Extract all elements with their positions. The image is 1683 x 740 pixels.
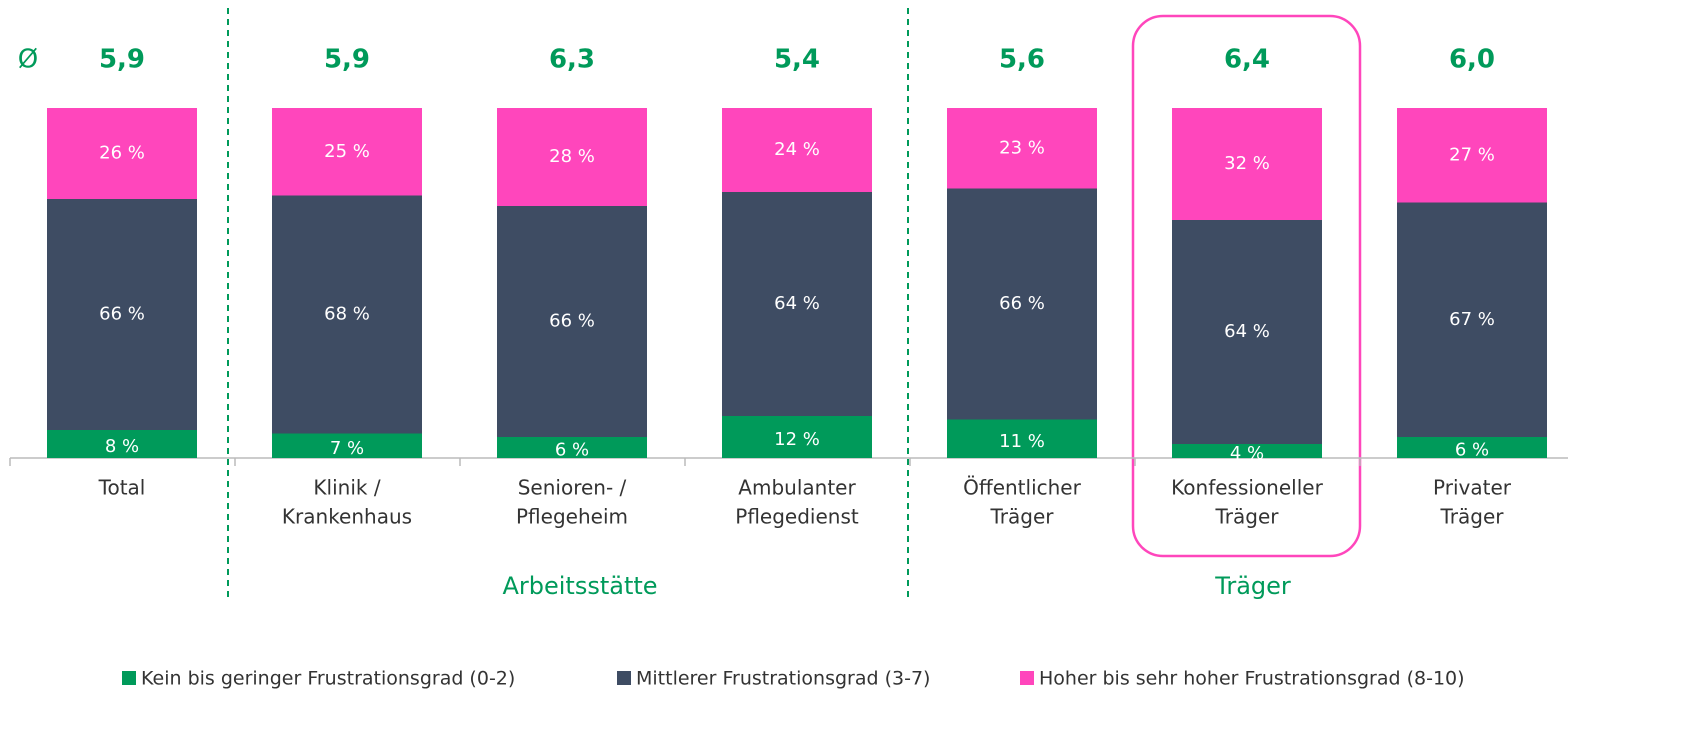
legend-label: Mittlerer Frustrationsgrad (3-7) <box>636 668 930 690</box>
average-label: 6,3 <box>549 45 595 75</box>
bar-segment <box>1172 220 1322 444</box>
bar-segment <box>47 430 197 458</box>
value-label: 8 % <box>105 436 139 457</box>
legend-swatch <box>617 671 631 685</box>
bar-segment <box>272 433 422 458</box>
value-label: 24 % <box>774 139 820 160</box>
value-label: 64 % <box>1224 321 1270 342</box>
x-tick-label: Krankenhaus <box>282 505 412 529</box>
x-tick-label: Träger <box>1215 505 1280 529</box>
bar-segment <box>947 419 1097 458</box>
x-tick-label: Pflegeheim <box>516 505 628 529</box>
bar-segment <box>1397 108 1547 203</box>
value-label: 27 % <box>1449 144 1495 165</box>
bar-segment <box>722 108 872 192</box>
value-label: 68 % <box>324 304 370 325</box>
value-label: 26 % <box>99 143 145 164</box>
value-label: 67 % <box>1449 309 1495 330</box>
value-label: 28 % <box>549 146 595 167</box>
x-tick-label: Klinik / <box>313 476 380 500</box>
highlight-box <box>1131 14 1362 558</box>
bar-segment <box>272 108 422 196</box>
average-symbol: Ø <box>18 45 38 75</box>
x-tick-label: Ambulanter <box>738 476 856 500</box>
x-tick-label: Total <box>98 476 146 500</box>
legend-swatch <box>1020 671 1034 685</box>
legend-swatch <box>122 671 136 685</box>
x-tick-label: Träger <box>990 505 1055 529</box>
value-label: 6 % <box>1455 440 1489 461</box>
bar-segment <box>272 195 422 434</box>
bar-segment <box>497 206 647 437</box>
x-tick-label: Konfessioneller <box>1171 476 1323 500</box>
bar-segment <box>47 108 197 199</box>
value-label: 32 % <box>1224 153 1270 174</box>
bar-segment <box>1172 444 1322 458</box>
bar-segment <box>947 108 1097 189</box>
bar-segment <box>1397 437 1547 458</box>
value-label: 11 % <box>999 431 1045 452</box>
value-label: 6 % <box>555 440 589 461</box>
value-label: 7 % <box>330 438 364 459</box>
x-tick-label: Pflegedienst <box>735 505 859 529</box>
bar-segment <box>497 108 647 206</box>
bar-segment <box>497 437 647 458</box>
legend-label: Hoher bis sehr hoher Frustrationsgrad (8… <box>1039 668 1465 690</box>
average-label: 5,9 <box>324 45 370 75</box>
value-label: 4 % <box>1230 443 1264 464</box>
value-label: 64 % <box>774 293 820 314</box>
value-label: 66 % <box>549 311 595 332</box>
bar-segment <box>722 416 872 458</box>
value-label: 23 % <box>999 137 1045 158</box>
average-label: 5,4 <box>774 45 820 75</box>
x-tick-label: Öffentlicher <box>963 476 1081 500</box>
group-label: Träger <box>1214 572 1291 600</box>
value-label: 66 % <box>99 304 145 325</box>
group-label: Arbeitsstätte <box>502 572 657 600</box>
x-tick-label: Senioren- / <box>518 476 627 500</box>
bar-segment <box>1397 202 1547 437</box>
value-label: 66 % <box>999 293 1045 314</box>
bar-segment <box>1172 108 1322 220</box>
average-label: 6,4 <box>1224 45 1270 75</box>
bar-segment <box>722 192 872 416</box>
value-label: 12 % <box>774 429 820 450</box>
average-label: 5,6 <box>999 45 1045 75</box>
value-label: 25 % <box>324 141 370 162</box>
bar-segment <box>47 199 197 430</box>
legend-label: Kein bis geringer Frustrationsgrad (0-2) <box>141 668 515 690</box>
x-tick-label: Privater <box>1433 476 1512 500</box>
x-tick-label: Träger <box>1440 505 1505 529</box>
bar-segment <box>947 188 1097 420</box>
average-label: 6,0 <box>1449 45 1495 75</box>
average-label: 5,9 <box>99 45 145 75</box>
